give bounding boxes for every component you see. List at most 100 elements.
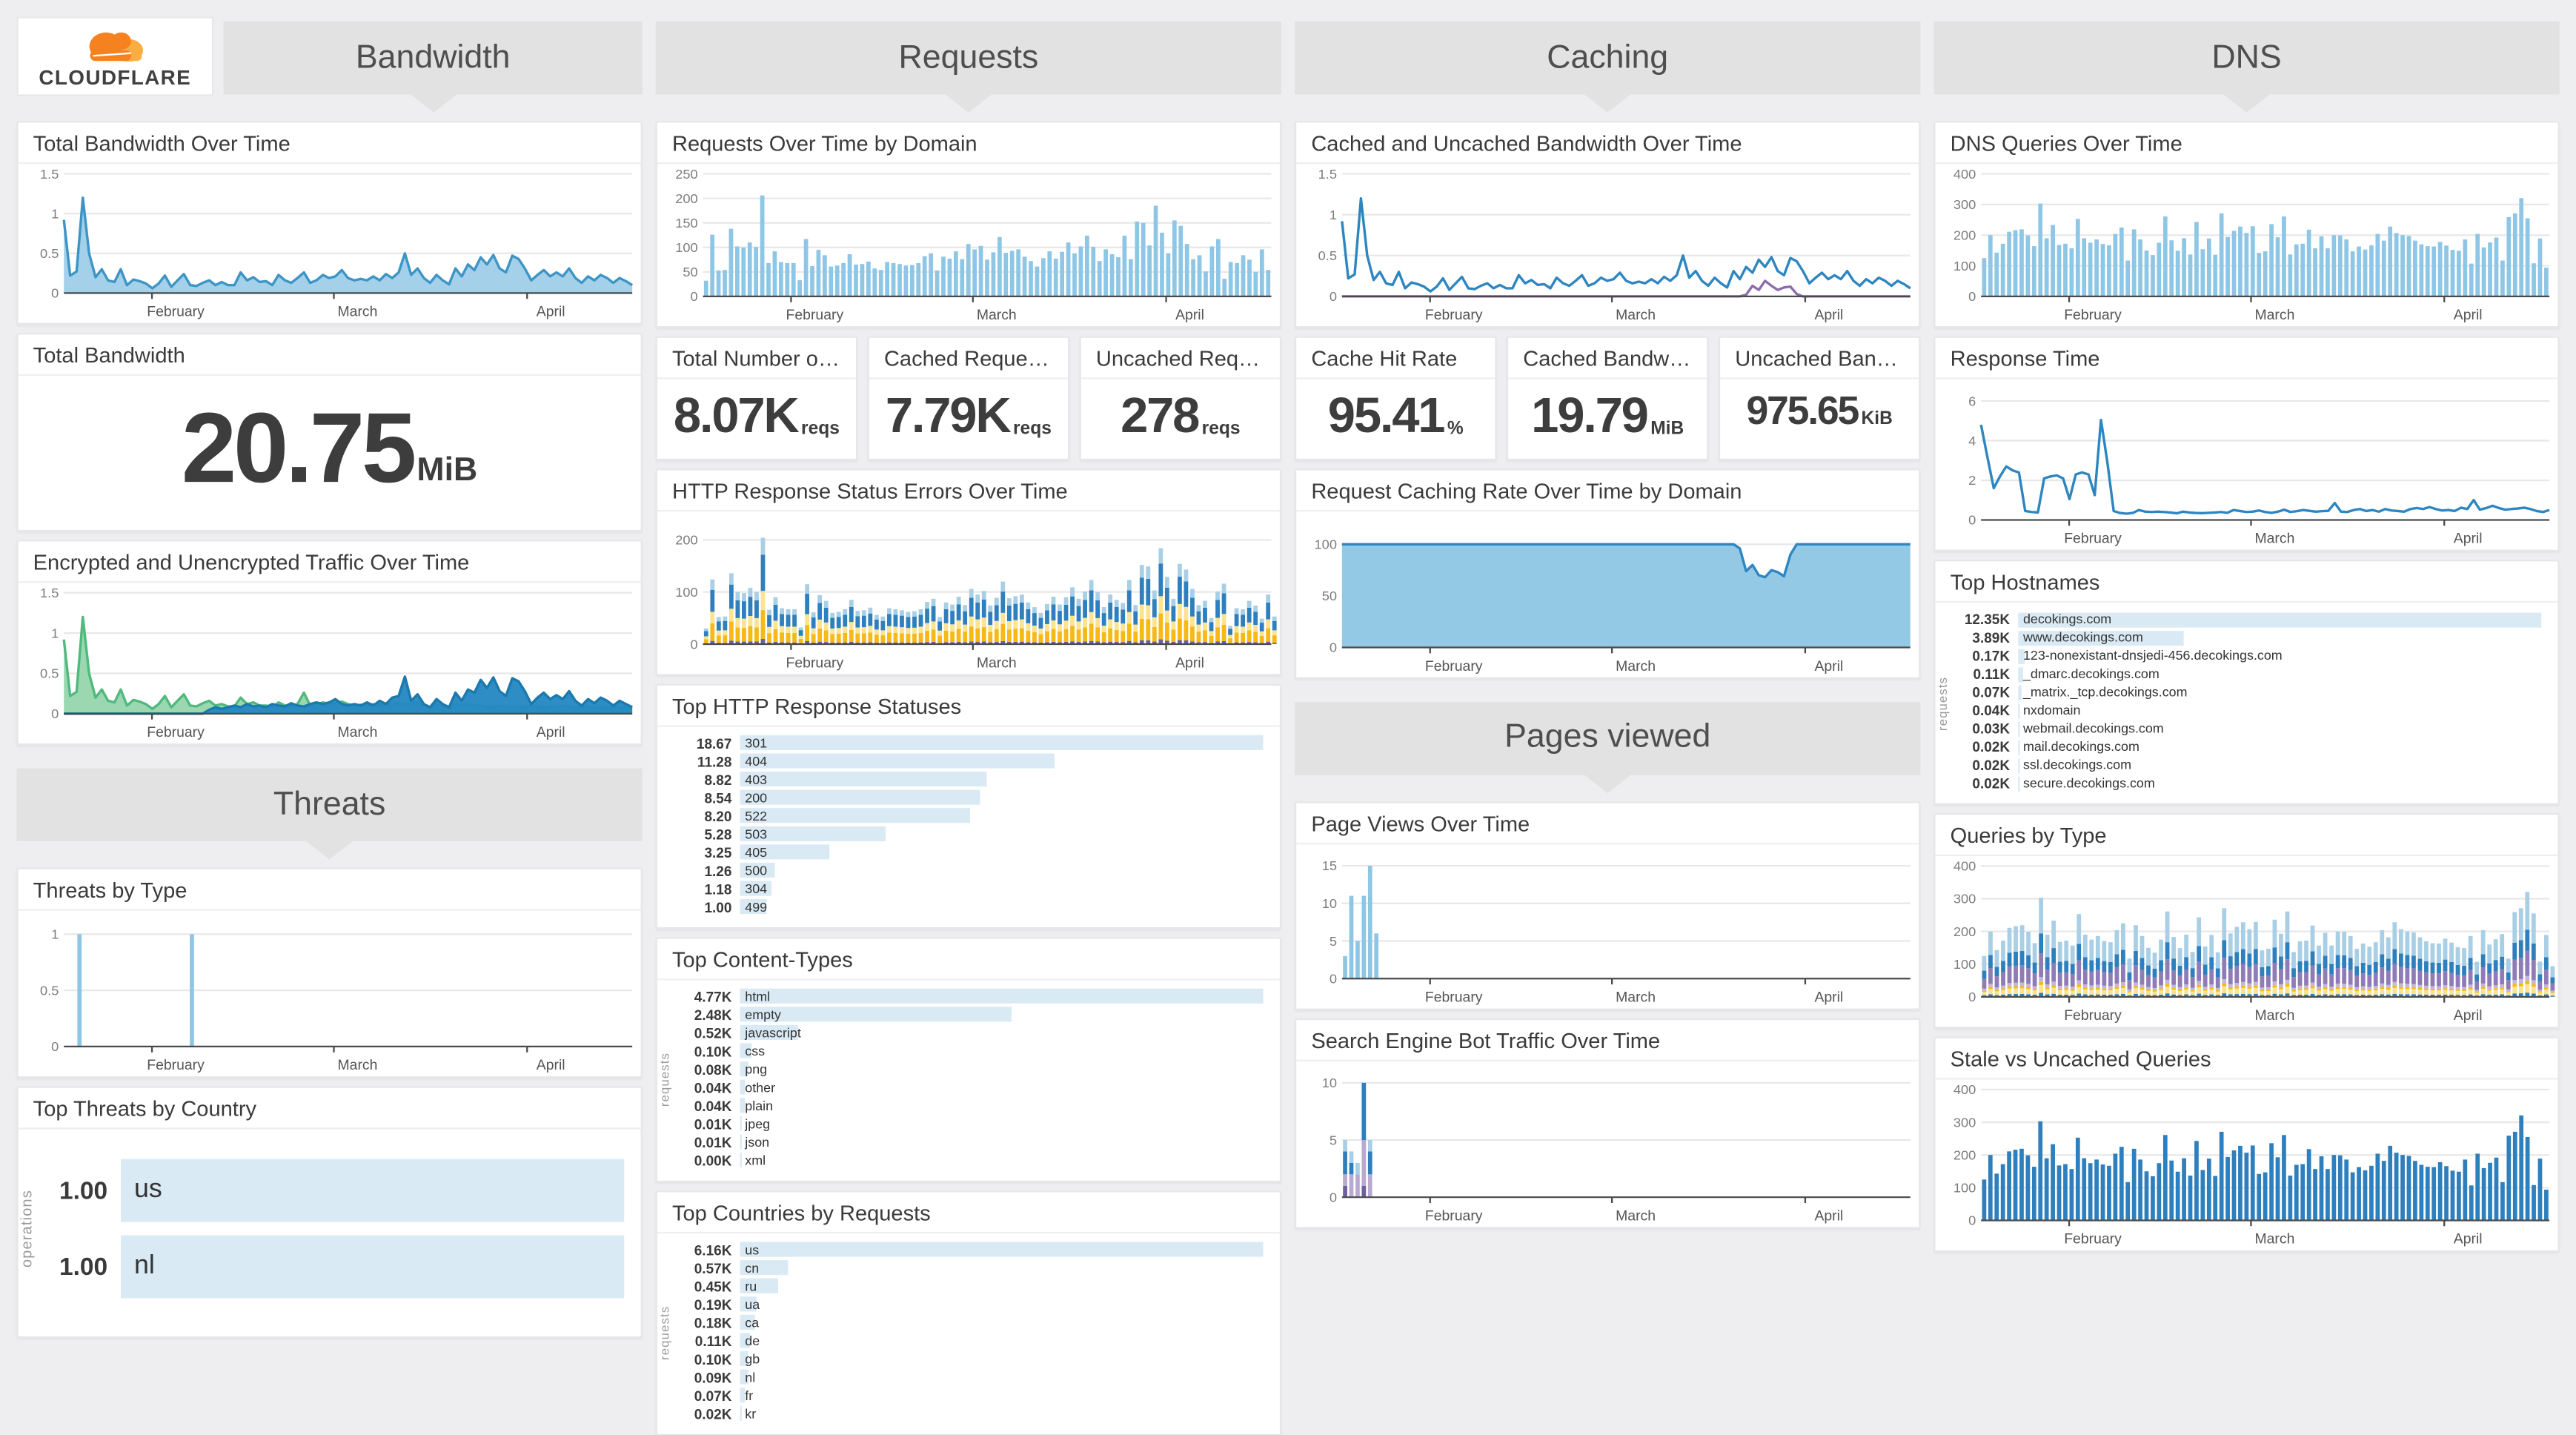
- hbar-row[interactable]: 3.25 405: [704, 844, 1264, 861]
- hbar-row[interactable]: 0.11K _dmarc.decokings.com: [1973, 666, 2541, 682]
- queries-by-type-chart[interactable]: 0 100 200 300 400 February March April: [1936, 856, 2558, 1027]
- hbar-row[interactable]: 0.11K de: [695, 1332, 1264, 1348]
- hbar-label: 403: [745, 772, 768, 787]
- hbar-row[interactable]: 0.04K other: [694, 1078, 1264, 1095]
- hbar-label: jpeg: [745, 1116, 771, 1131]
- hbar-fill: [2018, 666, 2023, 682]
- hbar-row[interactable]: 0.02K mail.decokings.com: [1972, 738, 2541, 755]
- hbar-row[interactable]: 8.82 403: [704, 771, 1264, 787]
- card-uncached-bandwidth: Uncached Band… 975.65 KiB: [1718, 336, 1921, 460]
- hbar-label: fr: [745, 1388, 754, 1403]
- hbar-row[interactable]: 0.04K plain: [694, 1097, 1264, 1113]
- hbar-row[interactable]: 0.01K json: [694, 1133, 1264, 1150]
- hbar-row[interactable]: 0.02K secure.decokings.com: [1972, 775, 2541, 792]
- response-time-chart[interactable]: 0 2 4 6 February March April: [1936, 380, 2558, 550]
- card-requests-over-time: Requests Over Time by Domain 0 50 100 150 20…: [655, 121, 1282, 328]
- hbar-row[interactable]: 0.18K ca: [694, 1314, 1264, 1330]
- hbar-row[interactable]: 6.16K us: [694, 1241, 1264, 1258]
- svg-text:1: 1: [51, 207, 59, 222]
- svg-text:March: March: [2254, 308, 2294, 323]
- threat-country-row[interactable]: 1.00 nl: [59, 1235, 625, 1299]
- hbar-label: css: [745, 1043, 766, 1058]
- hbar-label: gb: [745, 1351, 760, 1367]
- hbar-row[interactable]: 0.07K _matrix._tcp.decokings.com: [1972, 684, 2541, 700]
- hbar-label: ssl.decokings.com: [2022, 758, 2131, 773]
- hbar-track: secure.decokings.com: [2018, 775, 2541, 791]
- hbar-label: kr: [745, 1405, 757, 1421]
- hbar-value: 0.04K: [694, 1078, 732, 1096]
- hbar-row[interactable]: 0.00K xml: [694, 1152, 1264, 1168]
- search-bots-chart[interactable]: 0 5 10 February March April: [1296, 1061, 1919, 1226]
- hbar-row[interactable]: 18.67 301: [697, 735, 1264, 751]
- hbar-track: 522: [740, 808, 1264, 823]
- hbar-row[interactable]: 11.28 404: [697, 752, 1264, 769]
- hbar-row[interactable]: 0.45K ru: [694, 1278, 1264, 1294]
- svg-text:200: 200: [1953, 1148, 1976, 1163]
- section-header-requests: Requests: [655, 21, 1282, 113]
- encrypted-traffic-chart[interactable]: 0 0.5 1 1.5 February March April: [19, 583, 641, 743]
- hbar-row[interactable]: 0.04K nxdomain: [1972, 702, 2541, 718]
- svg-text:April: April: [2454, 531, 2483, 547]
- hbar-fill: [740, 881, 771, 896]
- hbar-row[interactable]: 0.57K cn: [694, 1259, 1264, 1276]
- hbar-row[interactable]: 2.48K empty: [694, 1006, 1264, 1022]
- total-bandwidth-chart[interactable]: 0 0.5 1 1.5 February March April: [19, 164, 641, 322]
- hbar-row[interactable]: 1.18 304: [704, 880, 1264, 897]
- stale-uncached-chart[interactable]: 0 100 200 300 400 February March April: [1936, 1080, 2558, 1250]
- cloudflare-logo[interactable]: CLOUDFLARE: [16, 16, 214, 96]
- hbar-row[interactable]: 0.09K nl: [694, 1368, 1264, 1385]
- hbar-fill: [2018, 775, 2021, 791]
- http-errors-chart[interactable]: 0 100 200 February March April: [657, 511, 1280, 673]
- hbar-row[interactable]: 0.19K ua: [694, 1296, 1264, 1312]
- page-views-chart[interactable]: 0 5 10 15 February March April: [1296, 844, 1919, 1007]
- hbar-track: cn: [740, 1260, 1264, 1276]
- hbar-row[interactable]: 12.35K decokings.com: [1965, 611, 2542, 628]
- hbar-track: ca: [740, 1314, 1264, 1330]
- svg-text:March: March: [1616, 990, 1656, 1005]
- hbar-row[interactable]: 0.02K kr: [694, 1405, 1264, 1422]
- hbar-row[interactable]: 1.00 499: [704, 898, 1264, 915]
- threat-country-row[interactable]: 1.00 us: [59, 1159, 625, 1222]
- hbar-value: 8.20: [704, 807, 732, 824]
- hbar-row[interactable]: 0.07K fr: [694, 1387, 1264, 1403]
- threats-by-type-chart[interactable]: 0 0.5 1 February March April: [19, 911, 641, 1076]
- hbar-row[interactable]: 0.52K javascript: [694, 1024, 1264, 1041]
- hbar-value: 3.25: [704, 844, 732, 861]
- dns-queries-chart[interactable]: 0 100 200 300 400 February March April: [1936, 164, 2558, 326]
- requests-over-time-chart[interactable]: 0 50 100 150 200 250 February March April: [657, 164, 1280, 326]
- hbar-track: mail.decokings.com: [2018, 739, 2541, 755]
- hbar-row[interactable]: 0.10K gb: [694, 1351, 1264, 1367]
- hbar-value: 0.57K: [694, 1259, 732, 1276]
- hbar-track: 503: [740, 826, 1264, 841]
- hbar-track: empty: [740, 1007, 1264, 1022]
- hbar-fill: [740, 1260, 789, 1276]
- hbar-row[interactable]: 3.89K www.decokings.com: [1972, 629, 2541, 646]
- hbar-row[interactable]: 5.28 503: [704, 826, 1264, 842]
- hbar-row[interactable]: 0.01K jpeg: [694, 1116, 1264, 1132]
- hbar-value: 0.19K: [694, 1296, 732, 1313]
- svg-text:50: 50: [683, 265, 697, 279]
- svg-text:March: March: [2254, 1232, 2294, 1247]
- hbar-fill: [740, 753, 1055, 769]
- hbar-fill: [2018, 684, 2022, 700]
- svg-text:100: 100: [675, 584, 697, 599]
- hbar-row[interactable]: 0.03K webmail.decokings.com: [1972, 720, 2541, 737]
- hbar-row[interactable]: 0.02K ssl.decokings.com: [1972, 757, 2541, 773]
- hbar-value: 0.02K: [1972, 738, 2011, 755]
- hbar-track: nxdomain: [2018, 703, 2541, 718]
- svg-text:200: 200: [1953, 228, 1976, 243]
- hbar-row[interactable]: 0.17K 123-nonexistant-dnsjedi-456.decoki…: [1972, 647, 2541, 663]
- svg-text:0: 0: [1330, 971, 1337, 986]
- cached-uncached-bw-chart[interactable]: 0 0.5 1 1.5 February March April: [1296, 164, 1919, 326]
- hbar-value: 11.28: [697, 752, 732, 769]
- caching-rate-chart[interactable]: 0 50 100 February March April: [1296, 511, 1919, 676]
- svg-text:100: 100: [1953, 259, 1976, 274]
- hbar-row[interactable]: 1.26 500: [704, 862, 1264, 878]
- hbar-row[interactable]: 0.10K css: [694, 1042, 1264, 1058]
- hbar-row[interactable]: 4.77K html: [694, 988, 1264, 1004]
- hbar-row[interactable]: 0.08K png: [694, 1061, 1264, 1077]
- hbar-row[interactable]: 8.54 200: [704, 789, 1264, 806]
- hbar-track: css: [740, 1043, 1264, 1058]
- svg-text:0.5: 0.5: [1318, 248, 1337, 263]
- hbar-row[interactable]: 8.20 522: [704, 807, 1264, 823]
